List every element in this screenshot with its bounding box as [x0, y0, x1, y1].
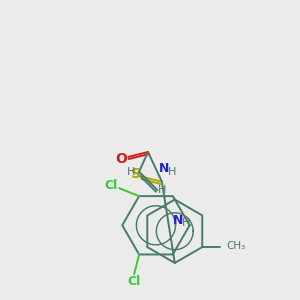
Text: H: H [127, 167, 135, 177]
Text: CH₃: CH₃ [226, 241, 245, 251]
Text: H: H [182, 218, 190, 228]
Text: N: N [173, 214, 183, 227]
Text: O: O [115, 152, 127, 166]
Text: N: N [159, 162, 169, 175]
Text: Cl: Cl [128, 275, 141, 288]
Text: S: S [131, 167, 141, 181]
Text: H: H [168, 167, 176, 177]
Text: Cl: Cl [105, 179, 118, 192]
Text: H: H [158, 184, 166, 195]
